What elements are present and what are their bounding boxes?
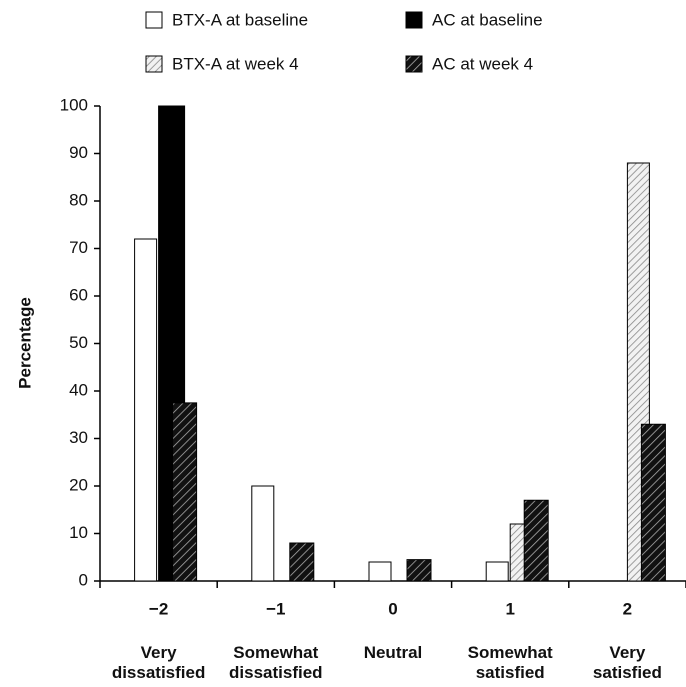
y-tick-label: 60 [69,285,88,304]
y-tick-label: 0 [79,570,88,589]
bar [368,561,392,582]
y-tick-label: 20 [69,475,88,494]
y-tick-label: 40 [69,380,88,399]
category-description: Very dissatisfied [112,643,206,682]
x-tick-label: −1 [266,599,285,618]
legend-label: AC at week 4 [432,54,533,73]
bar [406,559,432,582]
legend-label: BTX-A at baseline [172,10,308,29]
x-tick-label: −2 [149,599,168,618]
bar [251,485,275,582]
bar [485,561,509,582]
y-tick-label: 90 [69,143,88,162]
y-tick-label: 30 [69,428,88,447]
y-tick-label: 50 [69,333,88,352]
x-tick-label: 1 [505,599,514,618]
y-tick-label: 80 [69,190,88,209]
x-tick-label: 0 [388,599,397,618]
legend-label: BTX-A at week 4 [172,54,299,73]
category-description: Somewhat dissatisfied [229,643,323,682]
y-axis-label: Percentage [15,297,34,389]
legend-swatch [405,11,423,29]
legend-swatch [145,11,163,29]
y-tick-label: 10 [69,523,88,542]
bar [640,423,666,582]
legend-label: AC at baseline [432,10,543,29]
bar [523,499,549,582]
bar [172,402,198,582]
legend-swatch [405,55,423,73]
y-tick-label: 100 [60,95,88,114]
category-description: Neutral [364,643,423,662]
bar [289,542,315,582]
x-tick-label: 2 [623,599,632,618]
category-description: Very satisfied [593,643,662,682]
category-description: Somewhat satisfied [468,643,553,682]
legend-swatch [145,55,163,73]
bar [134,238,158,582]
y-tick-label: 70 [69,238,88,257]
